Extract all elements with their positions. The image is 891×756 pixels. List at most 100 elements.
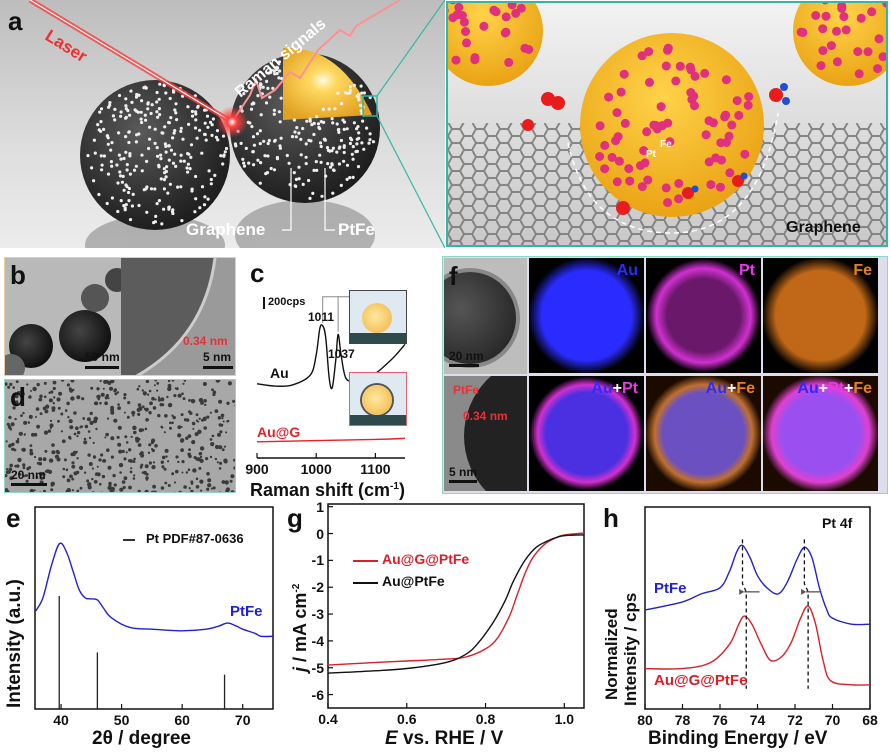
ptfe-particle [250, 125, 254, 129]
nanoparticle [68, 387, 72, 391]
nanoparticle [144, 427, 148, 431]
nanoparticle [113, 389, 117, 393]
panel-label-d: d [10, 382, 26, 412]
ptfe-particle [167, 205, 171, 209]
nanoparticle [52, 380, 57, 385]
nanoparticle [142, 405, 145, 408]
nanoparticle [88, 462, 93, 466]
ptfe-particle [190, 109, 194, 114]
ptfe-particle [287, 161, 291, 165]
nanoparticle [221, 448, 225, 452]
sphere-reflection [85, 200, 375, 248]
xps-series-label-au-g-ptfe: Au@G@PtFe [654, 672, 748, 689]
ptfe-pointer [324, 168, 335, 231]
ptfe-particle [139, 117, 143, 121]
ptfe-particle [129, 89, 133, 93]
nanoparticle [79, 486, 83, 490]
ptfe-particle [167, 144, 171, 148]
ptfe-particle [168, 96, 172, 101]
ptfe-particle [216, 138, 220, 142]
nanoparticle [95, 472, 99, 476]
x-tick-label: 70 [824, 712, 841, 728]
pt-fe-surface-sites [448, 3, 886, 208]
alloy-particle-top-right [793, 3, 886, 86]
eds-map-label: Au+Fe [706, 380, 755, 398]
ptfe-particle [137, 132, 141, 136]
nanoparticle [99, 380, 102, 383]
nanoparticle [60, 412, 64, 416]
nanoparticle [65, 468, 69, 472]
nanoparticle [185, 471, 189, 474]
nanoparticle [135, 438, 140, 443]
nanoparticle [141, 389, 144, 392]
eds-element-label: Pt [739, 262, 755, 279]
nanoparticle [167, 402, 173, 408]
eds-map-label: Au [617, 262, 638, 280]
nanoparticle [230, 490, 235, 492]
nanoparticle [76, 457, 79, 460]
nanoparticle [56, 457, 61, 462]
ptfe-particle [123, 206, 127, 210]
ptfe-particle [179, 159, 183, 163]
nanoparticle [149, 401, 153, 406]
nanoparticle [128, 485, 132, 490]
ptfe-particle [124, 135, 128, 139]
ptfe-particle [290, 135, 295, 139]
ptfe-particle [145, 159, 149, 163]
nanoparticle [168, 386, 172, 389]
nanoparticle [223, 445, 226, 448]
nanoparticle [48, 398, 53, 403]
nanoparticle [169, 426, 172, 430]
nanoparticle [56, 397, 61, 402]
ptfe-particle [251, 135, 256, 139]
nanoparticle [178, 490, 183, 492]
nanoparticle [136, 387, 140, 391]
ptfe-particle [248, 121, 252, 125]
ptfe-particle [142, 188, 146, 192]
ptfe-particle [147, 146, 151, 151]
nanoparticle [82, 417, 86, 420]
ptfe-particle [342, 144, 346, 148]
nanoparticle [144, 464, 149, 469]
ptfe-particle [271, 86, 275, 90]
nanoparticle [218, 491, 222, 492]
nanoparticle [9, 382, 13, 386]
nanoparticle [65, 489, 69, 492]
nanoparticle [227, 419, 230, 423]
ptfe-particle [295, 126, 299, 130]
nanoparticle [7, 470, 11, 474]
ptfe-particle [278, 146, 282, 150]
ptfe-particle [234, 144, 238, 148]
peak-shift-dashed-line [803, 539, 809, 689]
x-tick-label: 78 [674, 712, 691, 728]
nanoparticle [198, 466, 202, 470]
ptfe-particle [106, 172, 111, 176]
ptfe-particle [189, 155, 193, 159]
nanoparticle [32, 386, 37, 392]
ptfe-particle [164, 91, 168, 95]
ptfe-particle [360, 91, 364, 95]
ptfe-particle [278, 144, 282, 148]
y-tick-label: 1 [316, 498, 324, 515]
nanoparticle [132, 460, 136, 463]
nanoparticle [207, 483, 212, 488]
eds-element-label: Pt [622, 380, 638, 397]
pt-fe-site [854, 69, 864, 79]
lsv-x-label-var: E [385, 728, 398, 749]
ptfe-particle [279, 136, 283, 140]
pt-fe-site [811, 11, 821, 20]
pt-fe-site [649, 120, 659, 130]
ptfe-particle [348, 141, 352, 146]
nanoparticle [144, 407, 149, 412]
nanoparticle [133, 430, 137, 435]
pt-fe-site [624, 164, 634, 174]
ptfe-particle [162, 207, 166, 211]
ptfe-particle [304, 155, 308, 159]
ptfe-particle [333, 107, 337, 111]
nanoparticle [30, 389, 32, 392]
ptfe-particle [115, 163, 119, 167]
ptfe-particle [259, 161, 263, 165]
scale-bar-5nm [203, 366, 233, 369]
ptfe-particle [194, 174, 198, 179]
ptfe-particle [144, 118, 148, 122]
